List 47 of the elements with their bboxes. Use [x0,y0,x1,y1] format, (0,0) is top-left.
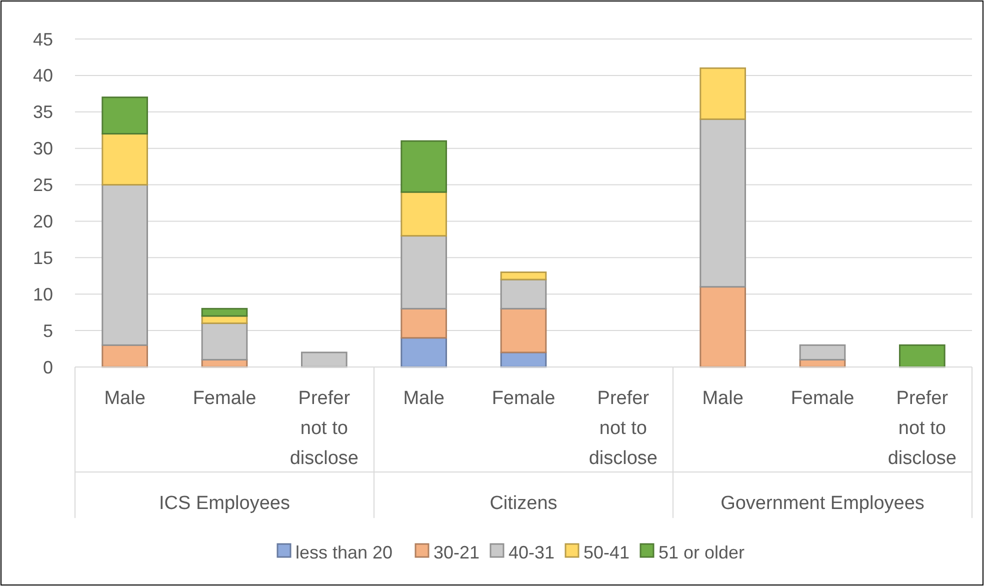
bar [201,322,248,360]
bar [400,337,448,368]
x-tick-label: Prefer not to disclose [588,388,658,469]
bar [102,344,148,368]
bar [700,67,746,120]
y-tick-label: 10 [32,284,53,304]
y-tick-label: 45 [32,29,53,50]
text: ICS Employees [159,493,290,514]
bar [898,344,946,368]
bar [700,286,746,368]
x-tick-label: Female [192,388,256,409]
y-tick-label: 25 [32,175,53,196]
y-tick-label: 0 [42,357,53,378]
legend-label: 40-31 [508,542,555,562]
x-tick-label: Prefer not to disclose [290,388,358,469]
y-tick-label: 40 [32,66,53,86]
x-tick-label: Prefer not to disclose [888,388,956,469]
legend-label: less than 20 [296,542,393,562]
bar [400,235,448,310]
bar [400,308,448,339]
y-tick-label: 30 [32,138,53,159]
text: Citizens [490,493,558,514]
x-tick-label: Male [403,388,444,409]
bar [102,133,148,186]
bar [500,278,547,310]
x-tick-label: Female [790,388,854,409]
bar [500,308,547,354]
x-tick-label: Male [702,388,744,409]
x-tick-label: Female [492,388,556,409]
bar [300,352,348,368]
bar [102,184,148,346]
y-tick-label: 35 [32,102,53,122]
text: Government Employees [720,493,924,514]
bar [400,191,448,237]
y-tick-label: 5 [42,320,53,341]
legend-label: 50-41 [584,542,630,562]
bar [102,96,148,135]
y-tick-label: 15 [32,248,53,268]
bar [500,271,547,280]
bar [799,344,846,360]
y-tick-label: 20 [32,212,53,232]
legend-label: 51 or older [658,542,745,562]
bar [201,308,248,317]
bar [400,140,448,193]
bar [700,118,746,288]
x-tick-label: Male [104,388,146,409]
legend-label: 30-21 [434,542,480,562]
